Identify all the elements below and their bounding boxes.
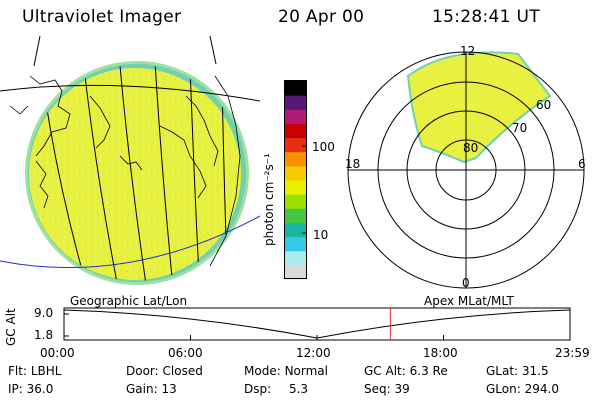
- colorbar-unit-label: photon cm⁻²s⁻¹: [262, 153, 276, 246]
- colorbar-band: [285, 237, 307, 252]
- gc-alt-field: GC Alt: 6.3 Re: [364, 364, 448, 378]
- colorbar-band: [285, 81, 307, 96]
- colorbar-band: [285, 166, 307, 181]
- glon-field: GLon: 294.0: [486, 382, 559, 396]
- mode-value: Normal: [285, 364, 328, 378]
- mlt-label-12: 12: [460, 44, 475, 58]
- glat-value: 31.5: [522, 364, 549, 378]
- emission-disk: [29, 68, 241, 280]
- gain-label: Gain:: [126, 382, 158, 396]
- ip-value: 36.0: [27, 382, 54, 396]
- mlt-label-0: 0: [462, 276, 470, 290]
- colorbar-band: [285, 152, 307, 167]
- seq-value: 39: [395, 382, 410, 396]
- mlt-label-18: 18: [345, 157, 360, 171]
- seq-field: Seq: 39: [364, 382, 410, 396]
- mlat-label-80: 80: [463, 141, 478, 155]
- timeline-xtick-0000: 00:00: [40, 346, 75, 360]
- mlat-label-60: 60: [536, 98, 551, 112]
- mode-label: Mode:: [244, 364, 281, 378]
- colorbar-band: [285, 109, 307, 124]
- door-value: Closed: [163, 364, 203, 378]
- timeline-xtick-1800: 18:00: [423, 346, 458, 360]
- colorbar-band: [285, 208, 307, 223]
- colorbar-band: [285, 251, 307, 266]
- mlt-label-6: 6: [578, 157, 586, 171]
- colorbar-band: [285, 180, 307, 195]
- colorbar-band: [285, 138, 307, 153]
- polar-emission-wedge: [408, 52, 550, 162]
- colorbar-band: [285, 194, 307, 209]
- gc-alt-value: 6.3 Re: [410, 364, 448, 378]
- timeline-plot: [0, 300, 600, 346]
- observation-time: 15:28:41 UT: [432, 7, 540, 27]
- glat-field: GLat: 31.5: [486, 364, 549, 378]
- glat-label: GLat:: [486, 364, 518, 378]
- filter-field: Flt: LBHL: [8, 364, 61, 378]
- glon-value: 294.0: [525, 382, 559, 396]
- seq-label: Seq:: [364, 382, 391, 396]
- filter-label: Flt:: [8, 364, 27, 378]
- gc-alt-label: GC Alt:: [364, 364, 406, 378]
- observation-date: 20 Apr 00: [278, 7, 364, 27]
- ip-label: IP:: [8, 382, 23, 396]
- timeline-xtick-2359: 23:59: [555, 346, 590, 360]
- timeline-xtick-1200: 12:00: [296, 346, 331, 360]
- colorbar-band: [285, 95, 307, 110]
- colorbar: [284, 80, 308, 280]
- polar-mlt-plot: [338, 46, 598, 296]
- gain-field: Gain: 13: [126, 382, 177, 396]
- filter-value: LBHL: [31, 364, 62, 378]
- ip-field: IP: 36.0: [8, 382, 53, 396]
- colorbar-band: [285, 222, 307, 237]
- glon-label: GLon:: [486, 382, 521, 396]
- dsp-value: 5.3: [289, 382, 308, 396]
- gain-value: 13: [161, 382, 176, 396]
- door-label: Door:: [126, 364, 159, 378]
- dsp-label: Dsp:: [244, 382, 271, 396]
- door-field: Door: Closed: [126, 364, 203, 378]
- geographic-image: [0, 36, 260, 298]
- timeline-xtick-0600: 06:00: [168, 346, 203, 360]
- mlat-label-70: 70: [512, 121, 527, 135]
- colorbar-band: [285, 265, 307, 280]
- dsp-field: Dsp: 5.3: [244, 382, 308, 396]
- colorbar-tick-10: 10: [313, 228, 328, 242]
- colorbar-tick-100: 100: [312, 140, 335, 154]
- colorbar-band: [285, 123, 307, 138]
- instrument-title: Ultraviolet Imager: [22, 7, 181, 27]
- mode-field: Mode: Normal: [244, 364, 328, 378]
